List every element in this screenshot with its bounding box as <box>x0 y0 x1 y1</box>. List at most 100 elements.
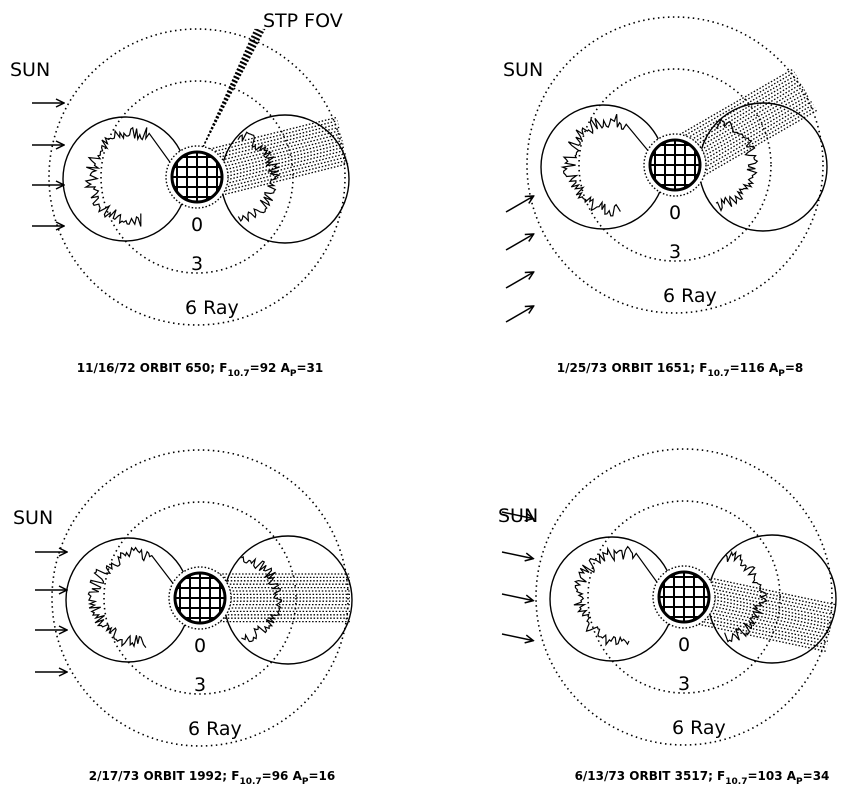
shadow-hatch <box>203 116 349 198</box>
hatch-line <box>216 126 340 159</box>
hatch-line <box>710 591 834 619</box>
caption-sub: 10.7 <box>707 369 729 379</box>
caption-text: =31 <box>296 361 323 375</box>
sun-arrow <box>505 272 534 289</box>
ring-6-label: 6 Ray <box>672 717 726 739</box>
caption-text: =8 <box>785 361 803 375</box>
hatch-line <box>696 86 804 150</box>
hatch-line <box>687 77 799 143</box>
fov-line <box>202 28 265 148</box>
caption-sub: 10.7 <box>725 777 747 787</box>
hatch-line <box>706 611 829 639</box>
caption-text: =34 <box>803 769 830 783</box>
hatch-line <box>709 587 834 616</box>
ring-0-label: 0 <box>669 202 681 224</box>
shadow-hatch <box>673 68 818 180</box>
caption-text: =16 <box>308 769 335 783</box>
hatch-line <box>219 159 348 193</box>
caption-text: 1/25/73 ORBIT 1651; F <box>557 361 708 375</box>
caption-text: =103 A <box>747 769 796 783</box>
hatch-line <box>697 619 827 649</box>
day-profile <box>83 126 173 227</box>
hatch-line <box>701 101 812 166</box>
ring-3-label: 3 <box>191 253 203 275</box>
caption-text: 6/13/73 ORBIT 3517; F <box>575 769 726 783</box>
hatch-line <box>700 106 816 175</box>
caption-text: 11/16/72 ORBIT 650; F <box>77 361 228 375</box>
night-lobe <box>223 535 353 665</box>
sun-arrow <box>505 196 534 213</box>
hatch-line <box>705 579 836 609</box>
caption-sub: P <box>290 369 297 379</box>
hatch-line <box>679 71 795 139</box>
hatch-line <box>691 622 826 652</box>
ring-3-label: 3 <box>669 241 681 263</box>
caption-sub: P <box>796 777 803 787</box>
sun-label: SUN <box>503 59 543 81</box>
day-profile <box>573 545 660 647</box>
day-profile <box>560 114 651 217</box>
shadow-hatch <box>691 575 836 652</box>
sun-arrow <box>501 511 533 519</box>
earth <box>657 570 711 624</box>
caption: 11/16/72 ORBIT 650; F10.7=92 AP=31 <box>77 361 324 379</box>
hatch-line <box>221 136 342 168</box>
hatch-line <box>704 614 829 642</box>
ring-0-label: 0 <box>194 635 206 657</box>
night-profile <box>715 117 759 213</box>
middle-ring <box>103 501 297 695</box>
caption-sub: P <box>302 777 309 787</box>
caption-text: =92 A <box>250 361 291 375</box>
night-profile <box>241 555 283 643</box>
fov-line <box>202 28 266 148</box>
hatch-line <box>700 95 809 159</box>
earth <box>173 571 227 625</box>
hatch-line <box>710 601 831 629</box>
sun-arrow <box>501 593 533 601</box>
hatch-line <box>223 149 346 182</box>
caption: 2/17/73 ORBIT 1992; F10.7=96 AP=16 <box>89 769 336 787</box>
caption-text: =116 A <box>730 361 779 375</box>
night-profile <box>724 550 768 643</box>
hatch-line <box>710 598 832 626</box>
panel: STP FOV SUN 0 3 6 Ray 11/16/72 ORBIT 650; F10… <box>10 10 350 379</box>
caption-text: 2/17/73 ORBIT 1992; F <box>89 769 240 783</box>
ring-0-label: 0 <box>678 634 690 656</box>
hatch-line <box>218 129 341 162</box>
ring-0-label: 0 <box>191 214 203 236</box>
hatch-line <box>222 139 343 171</box>
night-lobe <box>220 114 350 244</box>
night-profile <box>237 131 281 223</box>
shadow-hatch <box>212 573 350 623</box>
fov-label: STP FOV <box>263 10 343 32</box>
caption-text: =96 A <box>262 769 303 783</box>
hatch-line <box>701 98 811 162</box>
hatch-line <box>697 89 806 152</box>
caption-sub: P <box>778 369 785 379</box>
ring-6-label: 6 Ray <box>188 718 242 740</box>
fov-line <box>202 28 264 148</box>
ring-6-label: 6 Ray <box>663 285 717 307</box>
caption-sub: 10.7 <box>227 369 249 379</box>
earth <box>170 150 224 204</box>
sun-arrow <box>505 306 534 323</box>
hatch-line <box>691 80 801 145</box>
day-profile <box>87 546 176 649</box>
hatch-line <box>220 133 342 165</box>
hatch-line <box>699 92 807 155</box>
hatch-line <box>208 120 338 154</box>
outer-ring <box>535 448 833 746</box>
panel: SUN 0 3 6 Ray 2/17/73 ORBIT 1992; F10.7=96 A… <box>13 449 353 787</box>
outer-ring <box>48 28 346 326</box>
sun-arrow <box>501 551 533 559</box>
middle-ring <box>578 68 772 262</box>
hatch-line <box>223 146 345 178</box>
hatch-line <box>223 143 344 175</box>
caption: 1/25/73 ORBIT 1651; F10.7=116 AP=8 <box>557 361 804 379</box>
hatch-line <box>710 594 833 622</box>
outer-ring <box>526 16 824 314</box>
hatch-line <box>701 617 828 646</box>
outer-ring <box>51 449 349 747</box>
panel: SUN 0 3 6 Ray 1/25/73 ORBIT 1651; F10.7=116 … <box>503 16 828 379</box>
